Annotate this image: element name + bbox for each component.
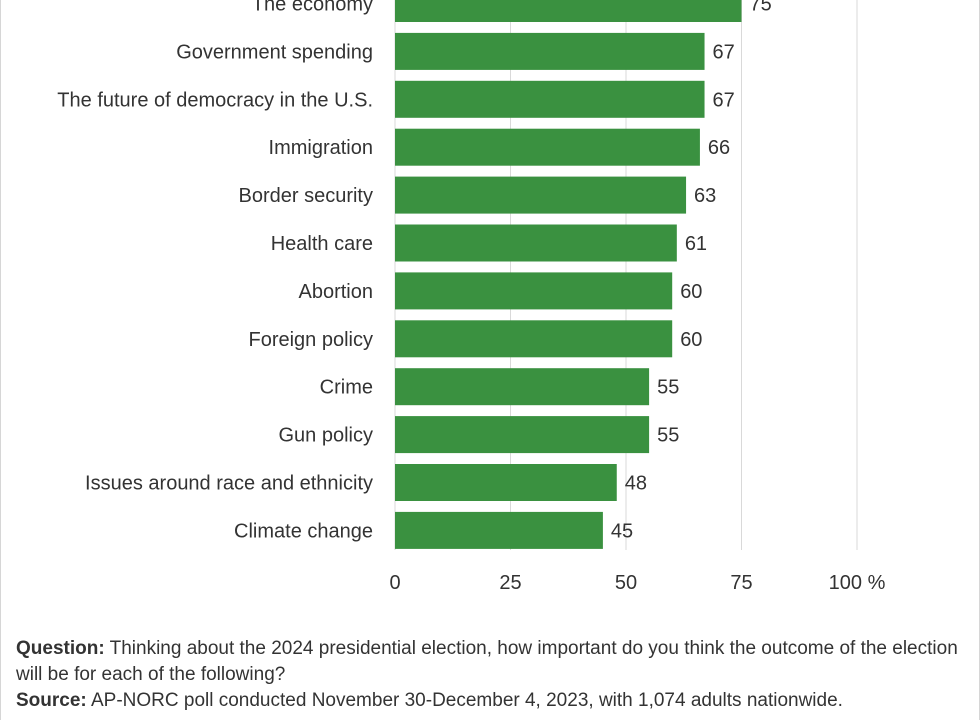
bar <box>395 416 650 454</box>
category-label: Immigration <box>269 137 373 159</box>
question-label: Question: <box>16 638 105 659</box>
value-label: 63 <box>694 185 716 207</box>
category-label: Climate change <box>234 520 373 542</box>
value-label: 55 <box>657 377 679 399</box>
x-tick-label: 0 <box>389 572 400 594</box>
x-tick-label: 100 % <box>829 572 886 594</box>
value-label: 66 <box>708 137 730 159</box>
source-label: Source: <box>16 690 87 711</box>
value-label: 55 <box>657 425 679 447</box>
bar <box>395 464 617 501</box>
bar <box>395 320 673 358</box>
value-label: 45 <box>611 520 633 542</box>
x-tick-label: 75 <box>730 572 752 594</box>
category-label: Crime <box>320 377 373 399</box>
bar <box>395 224 677 262</box>
x-axis-ticks: 0 25 50 75 100 % <box>389 572 885 594</box>
category-label: Issues around race and ethnicity <box>85 473 373 495</box>
category-label: The future of democracy in the U.S. <box>57 89 373 111</box>
source-text: AP-NORC poll conducted November 30-Decem… <box>86 690 843 711</box>
category-label: Health care <box>271 233 373 255</box>
bar <box>395 368 650 406</box>
category-label: The economy <box>252 0 373 16</box>
gridlines <box>394 0 858 550</box>
value-label: 67 <box>713 89 735 111</box>
bar <box>395 176 687 214</box>
value-label: 48 <box>625 473 647 495</box>
bar <box>395 272 673 310</box>
value-label: 60 <box>680 329 702 351</box>
bar <box>395 32 705 70</box>
bar <box>395 0 742 22</box>
category-labels: The economy Government spending The future… <box>57 0 373 542</box>
bar <box>395 128 700 166</box>
question-note: Question: Thinking about the 2024 presid… <box>16 636 971 688</box>
category-label: Abortion <box>299 281 374 303</box>
category-label: Border security <box>239 185 374 207</box>
x-tick-label: 50 <box>615 572 637 594</box>
bar-chart: The economy Government spending The future… <box>57 0 886 594</box>
value-label: 75 <box>750 0 772 16</box>
category-label: Foreign policy <box>248 329 373 351</box>
source-note: Source: AP-NORC poll conducted November … <box>16 688 971 714</box>
bar <box>395 80 705 118</box>
category-label: Government spending <box>176 41 373 63</box>
value-label: 67 <box>713 41 735 63</box>
value-label: 61 <box>685 233 707 255</box>
category-label: Gun policy <box>279 425 374 447</box>
bars <box>395 0 742 549</box>
value-labels: 75 67 67 66 63 61 60 60 55 55 48 45 <box>611 0 772 542</box>
x-tick-label: 25 <box>499 572 521 594</box>
bar <box>395 511 603 549</box>
question-text: Thinking about the 2024 presidential ele… <box>16 638 958 685</box>
value-label: 60 <box>680 281 702 303</box>
frame-left-edge <box>0 0 1 720</box>
chart-footer: Question: Thinking about the 2024 presid… <box>16 636 971 714</box>
